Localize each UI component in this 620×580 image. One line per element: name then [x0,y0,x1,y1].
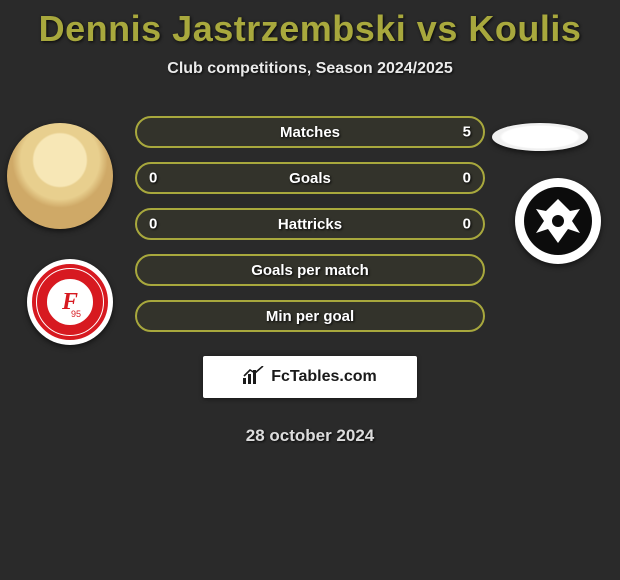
subtitle: Club competitions, Season 2024/2025 [167,60,452,78]
player-photo-left [7,123,113,229]
stat-right-value: 0 [463,216,471,233]
stat-label: Goals [289,170,331,187]
stat-right-value: 0 [463,170,471,187]
branding-box: FcTables.com [203,356,417,398]
stat-row-matches: Matches 5 [135,116,485,148]
club-logo-left: F 95 [27,259,113,345]
stats-column: Matches 5 0 Goals 0 0 Hattricks 0 Goals … [135,116,485,446]
stat-label: Min per goal [266,308,354,325]
player-photo-right [492,123,588,151]
stat-row-min-per-goal: Min per goal [135,300,485,332]
fortuna-logo-icon: F 95 [30,262,110,342]
preussen-logo-icon [518,181,598,261]
page-title: Dennis Jastrzembski vs Koulis [39,8,582,50]
stat-right-value: 5 [463,124,471,141]
comparison-card: Dennis Jastrzembski vs Koulis Club compe… [0,0,620,446]
branding-text: FcTables.com [271,368,377,386]
stat-row-goals-per-match: Goals per match [135,254,485,286]
stat-label: Hattricks [278,216,342,233]
svg-text:95: 95 [71,309,81,319]
club-logo-right [515,178,601,264]
stat-left-value: 0 [149,216,157,233]
stat-left-value: 0 [149,170,157,187]
stat-row-goals: 0 Goals 0 [135,162,485,194]
chart-icon [243,366,265,389]
stat-label: Matches [280,124,340,141]
stat-label: Goals per match [251,262,369,279]
date-text: 28 october 2024 [246,426,375,446]
stat-row-hattricks: 0 Hattricks 0 [135,208,485,240]
